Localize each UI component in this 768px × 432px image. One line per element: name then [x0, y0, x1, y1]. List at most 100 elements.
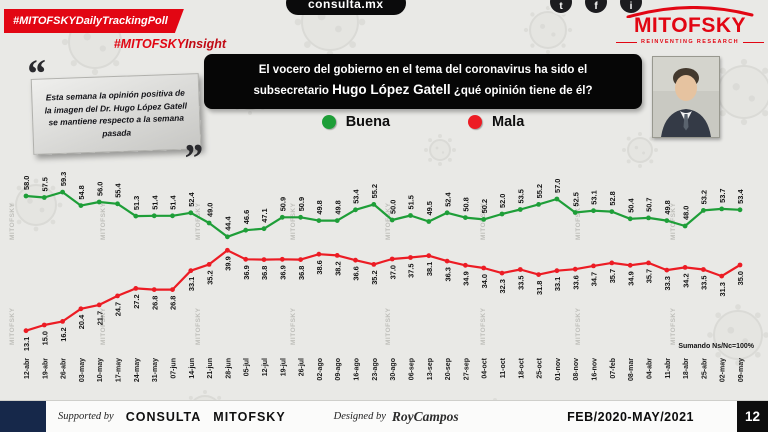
svg-text:49.8: 49.8: [663, 200, 672, 214]
svg-text:26-abr: 26-abr: [61, 358, 68, 379]
svg-text:37.5: 37.5: [407, 264, 416, 278]
brand-tagline: REINVENTING RESEARCH: [616, 39, 765, 45]
svg-text:MITOFSKY: MITOFSKY: [480, 307, 487, 345]
svg-text:27.2: 27.2: [132, 294, 141, 308]
svg-text:MITOFSKY: MITOFSKY: [670, 307, 677, 345]
svg-text:16-ago: 16-ago: [354, 358, 361, 381]
svg-text:16-nov: 16-nov: [592, 358, 599, 381]
svg-text:52.5: 52.5: [571, 192, 580, 206]
svg-text:06-sep: 06-sep: [408, 358, 415, 380]
svg-text:25-abr: 25-abr: [701, 358, 708, 379]
legend-label-mala: Mala: [492, 114, 525, 130]
consulta-site-link[interactable]: consulta.mx: [286, 0, 406, 15]
svg-text:51.4: 51.4: [169, 195, 178, 210]
footer-bar: Supported by CONSULTA MITOFSKY Designed …: [0, 400, 768, 432]
svg-text:23-ago: 23-ago: [372, 358, 379, 381]
svg-text:07-feb: 07-feb: [610, 358, 617, 379]
report-period: FEB/2020-MAY/2021: [567, 409, 694, 424]
svg-text:03-may: 03-may: [79, 358, 86, 382]
svg-text:53.4: 53.4: [352, 189, 361, 204]
svg-text:35.2: 35.2: [205, 270, 214, 284]
svg-text:MITOFSKY: MITOFSKY: [100, 202, 107, 240]
svg-text:01-nov: 01-nov: [555, 358, 562, 381]
svg-text:33.6: 33.6: [571, 275, 580, 289]
svg-text:51.3: 51.3: [132, 196, 141, 210]
svg-text:11-oct: 11-oct: [500, 357, 507, 378]
svg-text:09-ago: 09-ago: [335, 358, 342, 381]
svg-text:34.9: 34.9: [462, 271, 471, 285]
svg-text:50.8: 50.8: [462, 197, 471, 211]
svg-text:13.1: 13.1: [22, 337, 31, 351]
svg-text:21-jun: 21-jun: [207, 358, 214, 379]
question-line2-pre: subsecretario: [253, 84, 333, 97]
svg-text:38.6: 38.6: [315, 260, 324, 274]
svg-text:52.4: 52.4: [187, 192, 196, 207]
svg-text:31.8: 31.8: [535, 281, 544, 295]
svg-text:31-may: 31-may: [152, 358, 159, 382]
tagline-text: REINVENTING RESEARCH: [641, 39, 739, 45]
svg-text:10-may: 10-may: [97, 358, 104, 382]
svg-text:36.9: 36.9: [279, 265, 288, 279]
supported-by-label: Supported by: [58, 411, 114, 422]
insight-word: Insight: [185, 37, 226, 51]
svg-text:51.4: 51.4: [150, 195, 159, 210]
svg-text:35.7: 35.7: [645, 269, 654, 283]
question-line2-post: ¿qué opinión tiene de él?: [450, 84, 593, 97]
gatell-photo: [652, 56, 720, 138]
svg-text:58.0: 58.0: [22, 176, 31, 190]
svg-text:09-may: 09-may: [738, 358, 745, 382]
page-number: 12: [737, 401, 768, 432]
svg-text:55.4: 55.4: [114, 183, 123, 198]
svg-text:36.3: 36.3: [443, 267, 452, 281]
brand-name: MITOFSKY: [633, 14, 747, 37]
legend-item-mala: Mala: [468, 114, 524, 130]
svg-text:49.0: 49.0: [205, 203, 214, 217]
svg-text:57.0: 57.0: [553, 179, 562, 193]
svg-text:55.2: 55.2: [535, 184, 544, 198]
svg-text:50.4: 50.4: [626, 198, 635, 213]
svg-text:20.4: 20.4: [77, 314, 86, 329]
svg-text:26.8: 26.8: [169, 296, 178, 310]
svg-text:48.0: 48.0: [681, 206, 690, 220]
person-icon: [653, 57, 719, 137]
svg-text:49.5: 49.5: [425, 201, 434, 215]
svg-text:34.2: 34.2: [681, 273, 690, 287]
quote-text: Esta semana la opinión positiva de la im…: [44, 87, 188, 139]
svg-text:35.0: 35.0: [736, 271, 745, 285]
legend-label-buena: Buena: [345, 114, 391, 130]
svg-text:24-may: 24-may: [134, 358, 141, 382]
question-box: El vocero del gobierno en el tema del co…: [204, 54, 642, 109]
chart-legend: Buena Mala: [204, 114, 642, 130]
svg-text:30-ago: 30-ago: [390, 358, 397, 381]
svg-text:08-nov: 08-nov: [573, 358, 580, 381]
svg-text:26-jul: 26-jul: [299, 358, 306, 376]
insight-hashtag: #MITOFSKYInsight: [36, 37, 226, 51]
svg-text:08-mar: 08-mar: [628, 358, 635, 381]
svg-text:MITOFSKY: MITOFSKY: [100, 307, 107, 345]
svg-text:52.4: 52.4: [443, 192, 452, 207]
svg-text:53.2: 53.2: [700, 190, 709, 204]
svg-text:54.8: 54.8: [77, 185, 86, 199]
svg-text:36.6: 36.6: [352, 266, 361, 280]
svg-text:21.7: 21.7: [95, 311, 104, 325]
svg-text:46.6: 46.6: [242, 210, 251, 224]
svg-text:34.9: 34.9: [626, 271, 635, 285]
svg-text:MITOFSKY: MITOFSKY: [670, 202, 677, 240]
svg-text:44.4: 44.4: [224, 216, 233, 231]
svg-text:35.2: 35.2: [370, 270, 379, 284]
svg-text:02-may: 02-may: [720, 358, 727, 382]
svg-text:19-abr: 19-abr: [42, 358, 49, 379]
svg-text:52.8: 52.8: [608, 191, 617, 205]
tagline-rule-right: [743, 41, 765, 43]
svg-text:05-jul: 05-jul: [244, 358, 251, 376]
svg-text:26.8: 26.8: [150, 296, 159, 310]
svg-text:57.5: 57.5: [41, 177, 50, 191]
svg-text:36.9: 36.9: [242, 265, 251, 279]
svg-text:50.9: 50.9: [297, 197, 306, 211]
svg-text:Sumando Ns/Nc=100%: Sumando Ns/Nc=100%: [678, 343, 754, 350]
svg-text:MITOFSKY: MITOFSKY: [575, 307, 582, 345]
svg-text:14-jun: 14-jun: [189, 358, 196, 379]
svg-text:34.0: 34.0: [480, 274, 489, 288]
svg-text:MITOFSKY: MITOFSKY: [290, 307, 297, 345]
svg-text:15.0: 15.0: [41, 331, 50, 345]
